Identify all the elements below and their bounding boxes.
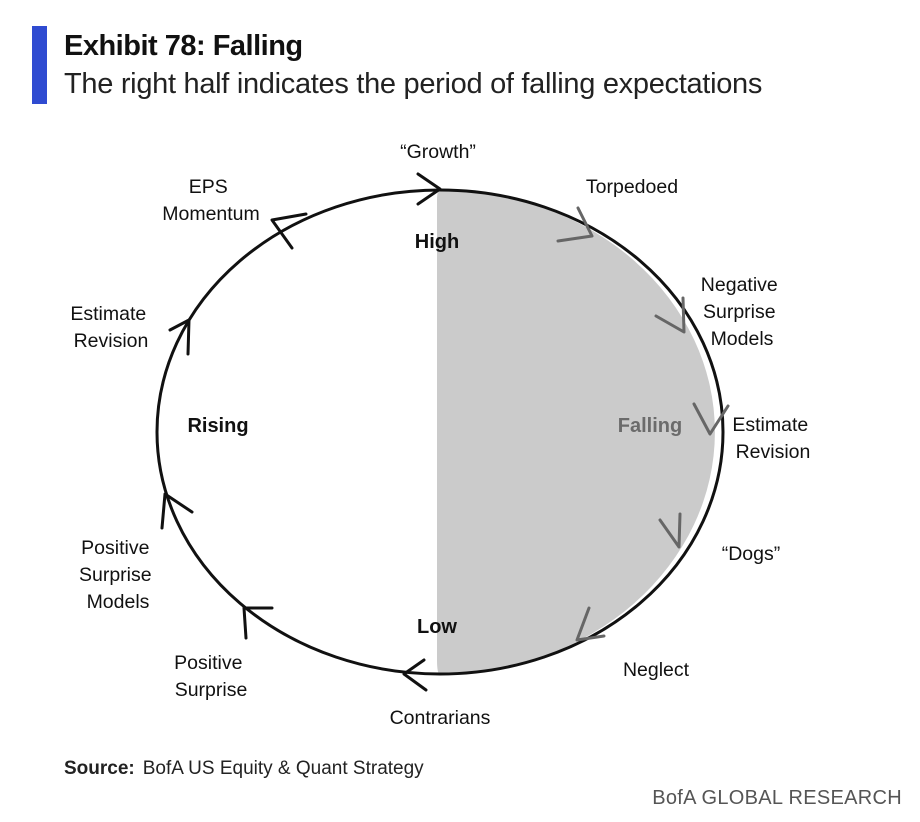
rising-label: Rising [187, 415, 248, 437]
estimate-revision-left-label: Estimate Revision [70, 303, 151, 352]
high-label: High [415, 231, 459, 253]
eps-momentum-label: EPS Momentum [162, 176, 260, 225]
estimate-revision-right-label: Estimate Revision [732, 414, 813, 463]
negative-surprise-models-label: Negative Surprise Models [701, 274, 783, 350]
arrow-positive-surprise-models-icon [160, 492, 194, 530]
dogs-label: “Dogs” [722, 543, 781, 565]
arrow-torpedoed-icon [556, 206, 594, 243]
arrow-dogs-icon [658, 512, 682, 549]
arrow-negative-surprise-icon [654, 296, 686, 334]
arrow-top-icon [416, 172, 442, 206]
arrow-estimate-left-icon [168, 318, 191, 356]
falling-half-shading [437, 190, 715, 674]
neglect-label: Neglect [623, 659, 690, 681]
source-label: Source: [64, 758, 135, 779]
positive-surprise-label: Positive Surprise [174, 652, 248, 701]
growth-label: “Growth” [400, 141, 476, 163]
torpedoed-label: Torpedoed [586, 176, 678, 198]
source-text: BofA US Equity & Quant Strategy [142, 758, 424, 779]
exhibit-subtitle: The right half indicates the period of f… [64, 68, 763, 100]
arrow-eps-icon [270, 212, 308, 250]
arrow-neglect-icon [575, 606, 606, 642]
source-line: Source: BofA US Equity & Quant Strategy [64, 758, 424, 780]
positive-surprise-models-label: Positive Surprise Models [79, 537, 157, 613]
contrarians-label: Contrarians [390, 707, 491, 729]
exhibit-title: Exhibit 78: Falling [64, 30, 303, 62]
arrow-positive-surprise-icon [242, 606, 274, 640]
accent-bar [32, 26, 47, 104]
brand-footer: BofA GLOBAL RESEARCH [652, 787, 902, 809]
arrow-estimate-right-icon [692, 402, 730, 436]
arrow-bottom-icon [402, 658, 428, 692]
falling-label: Falling [618, 415, 682, 437]
low-label: Low [417, 616, 457, 638]
